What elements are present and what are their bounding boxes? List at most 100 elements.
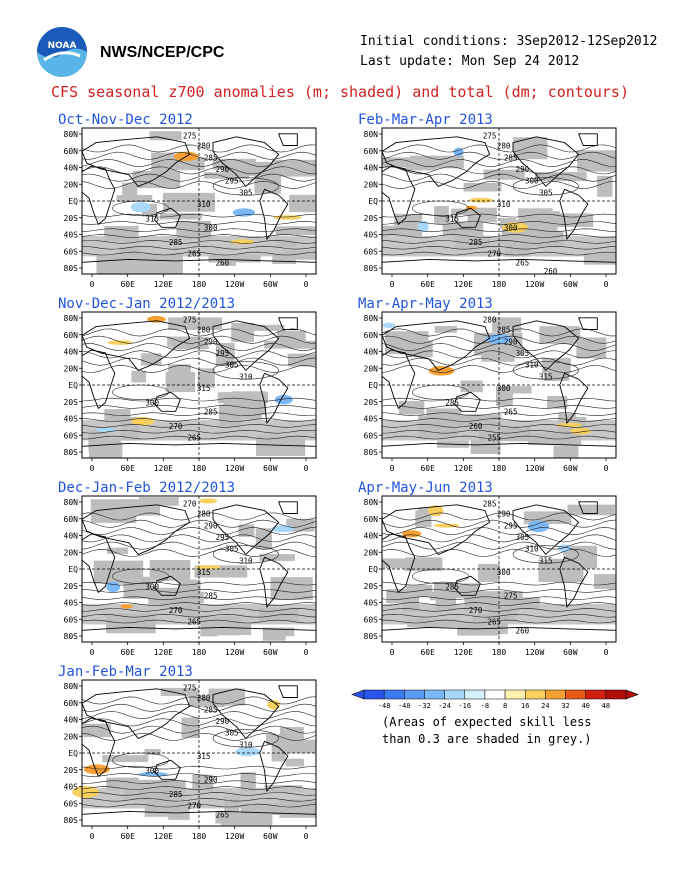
legend-swatch bbox=[404, 689, 425, 700]
legend-value-label: -24 bbox=[438, 702, 451, 710]
skill-shade-patch bbox=[534, 172, 587, 182]
contour-label: 300 bbox=[504, 223, 518, 232]
coastline bbox=[259, 556, 289, 609]
contour-label: 265 bbox=[188, 250, 202, 259]
skill-shade-patch bbox=[204, 172, 250, 179]
anomaly-shade bbox=[402, 530, 422, 538]
skill-shade-patch bbox=[272, 253, 297, 265]
lat-tick-label: 40N bbox=[364, 164, 379, 173]
skill-shade-patch bbox=[285, 758, 304, 767]
contour-label: 310 bbox=[497, 200, 511, 209]
lon-tick-label: 0 bbox=[304, 648, 309, 657]
skill-shade-patch bbox=[176, 220, 212, 240]
contour-line bbox=[81, 234, 317, 238]
coastline bbox=[212, 320, 280, 372]
lat-tick-label: 20N bbox=[64, 180, 79, 189]
lat-tick-label: 60N bbox=[64, 147, 79, 156]
lat-tick-label: 40S bbox=[364, 415, 379, 424]
lon-tick-label: 0 bbox=[604, 464, 609, 473]
contour-label: 280 bbox=[197, 510, 211, 519]
noaa-logo-icon: NOAA bbox=[37, 27, 87, 77]
contour-label: 310 bbox=[525, 361, 539, 370]
skill-shade-patch bbox=[270, 577, 313, 600]
skill-shade-patch bbox=[231, 322, 255, 342]
lat-tick-label: 40S bbox=[364, 599, 379, 608]
skill-shade-patch bbox=[90, 499, 137, 523]
skill-shade-patch bbox=[577, 150, 616, 172]
lon-tick-label: 60W bbox=[563, 464, 578, 473]
contour-line bbox=[381, 424, 617, 428]
lat-tick-label: 60S bbox=[364, 247, 379, 256]
lat-tick-label: EQ bbox=[68, 565, 78, 574]
legend-swatch bbox=[383, 689, 405, 700]
coastline bbox=[212, 136, 280, 188]
contour-label: 260 bbox=[216, 258, 230, 267]
coastline bbox=[81, 349, 116, 410]
lat-tick-label: 20N bbox=[64, 548, 79, 557]
contour-label: 290 bbox=[216, 717, 230, 726]
contour-line bbox=[81, 780, 317, 785]
skill-shade-patch bbox=[280, 739, 316, 754]
skill-shade-patch bbox=[240, 772, 256, 792]
legend-swatch bbox=[424, 689, 445, 700]
contour-label: 290 bbox=[204, 775, 218, 784]
skill-shade-patch bbox=[434, 206, 449, 225]
skill-shade-patch bbox=[88, 442, 123, 458]
skill-shade-patch bbox=[139, 497, 179, 506]
lat-tick-label: 40N bbox=[64, 716, 79, 725]
contour-label: 300 bbox=[497, 384, 511, 393]
coastline bbox=[559, 372, 589, 425]
skill-shade-patch bbox=[144, 749, 161, 756]
lat-tick-label: 20N bbox=[64, 364, 79, 373]
anomaly-map: 2752802852903003053103153002852702652608… bbox=[364, 127, 617, 289]
contour-label: 300 bbox=[525, 177, 539, 186]
skill-shade-patch bbox=[264, 340, 316, 349]
coastline bbox=[277, 501, 298, 514]
lon-tick-label: 180 bbox=[192, 464, 207, 473]
legend-value-label: -16 bbox=[458, 702, 471, 710]
lon-tick-label: 120W bbox=[225, 832, 244, 841]
coastline bbox=[259, 372, 289, 425]
skill-shade-patch bbox=[149, 131, 182, 141]
contour-line bbox=[81, 144, 317, 153]
legend-value-label: -40 bbox=[398, 702, 411, 710]
coastline bbox=[81, 533, 116, 594]
anomaly-shade bbox=[199, 498, 218, 504]
contour-line bbox=[81, 343, 317, 352]
contour-line bbox=[381, 589, 617, 593]
contour-line bbox=[81, 786, 317, 790]
lat-tick-label: EQ bbox=[368, 565, 378, 574]
skill-shade-patch bbox=[168, 317, 223, 330]
contour-label: 290 bbox=[204, 521, 218, 530]
skill-shade-patch bbox=[418, 507, 438, 514]
contour-label: 280 bbox=[197, 694, 211, 703]
contour-label: 275 bbox=[483, 131, 497, 140]
lon-tick-label: 0 bbox=[90, 280, 95, 289]
skill-shade-patch bbox=[131, 370, 146, 383]
skill-shade-patch bbox=[470, 440, 501, 454]
lat-tick-label: 20S bbox=[64, 398, 79, 407]
legend-swatch bbox=[545, 689, 566, 700]
skill-shade-patch bbox=[107, 547, 128, 554]
legend-value-label: 32 bbox=[561, 702, 569, 710]
lat-tick-label: 80S bbox=[364, 632, 379, 641]
contour-label: 310 bbox=[239, 740, 253, 749]
skill-shade-patch bbox=[252, 324, 285, 331]
lon-tick-label: 0 bbox=[390, 464, 395, 473]
lon-tick-label: 180 bbox=[492, 648, 507, 657]
panel-title: Nov-Dec-Jan 2012/2013 bbox=[58, 296, 236, 312]
anomaly-shade bbox=[138, 772, 168, 777]
legend-swatch bbox=[524, 689, 546, 700]
lon-tick-label: 180 bbox=[192, 648, 207, 657]
skill-shade-patch bbox=[426, 408, 462, 422]
anomaly-shade bbox=[107, 340, 133, 345]
contour-line bbox=[81, 803, 317, 808]
lat-tick-label: 60S bbox=[64, 615, 79, 624]
lat-tick-label: 20N bbox=[364, 364, 379, 373]
legend-value-label: -8 bbox=[481, 702, 489, 710]
skill-shade-patch bbox=[546, 396, 568, 409]
contour-label: 305 bbox=[516, 533, 530, 542]
lat-tick-label: 40N bbox=[364, 348, 379, 357]
legend-value-label: 24 bbox=[541, 702, 549, 710]
